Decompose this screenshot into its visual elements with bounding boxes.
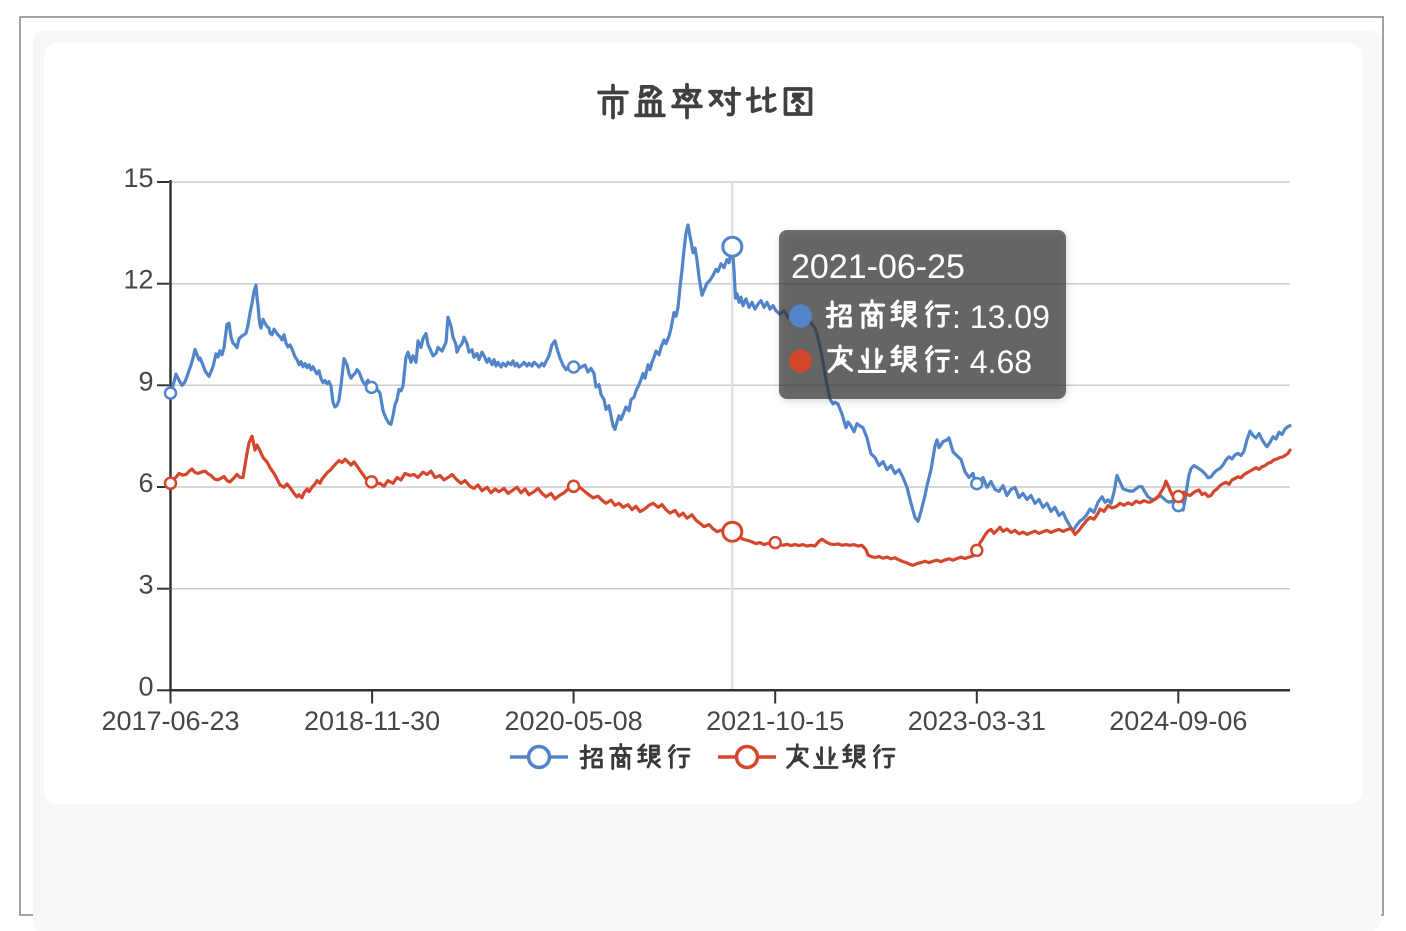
svg-text:2024-09-06: 2024-09-06: [1109, 706, 1247, 736]
svg-text:9: 9: [138, 366, 153, 396]
svg-text:2021-10-15: 2021-10-15: [706, 706, 844, 736]
svg-text:0: 0: [138, 671, 153, 701]
svg-text:: 4.68: : 4.68: [952, 344, 1032, 380]
svg-text:6: 6: [138, 468, 153, 498]
svg-text:2021-06-25: 2021-06-25: [791, 248, 965, 286]
svg-text:2023-03-31: 2023-03-31: [908, 706, 1046, 736]
svg-text:2018-11-30: 2018-11-30: [304, 706, 440, 736]
svg-text:12: 12: [123, 265, 153, 295]
svg-text:2017-06-23: 2017-06-23: [101, 706, 239, 736]
svg-text:2020-05-08: 2020-05-08: [505, 706, 643, 736]
svg-text:3: 3: [138, 570, 153, 600]
svg-text:15: 15: [123, 163, 153, 193]
svg-text:: 13.09: : 13.09: [952, 299, 1050, 335]
